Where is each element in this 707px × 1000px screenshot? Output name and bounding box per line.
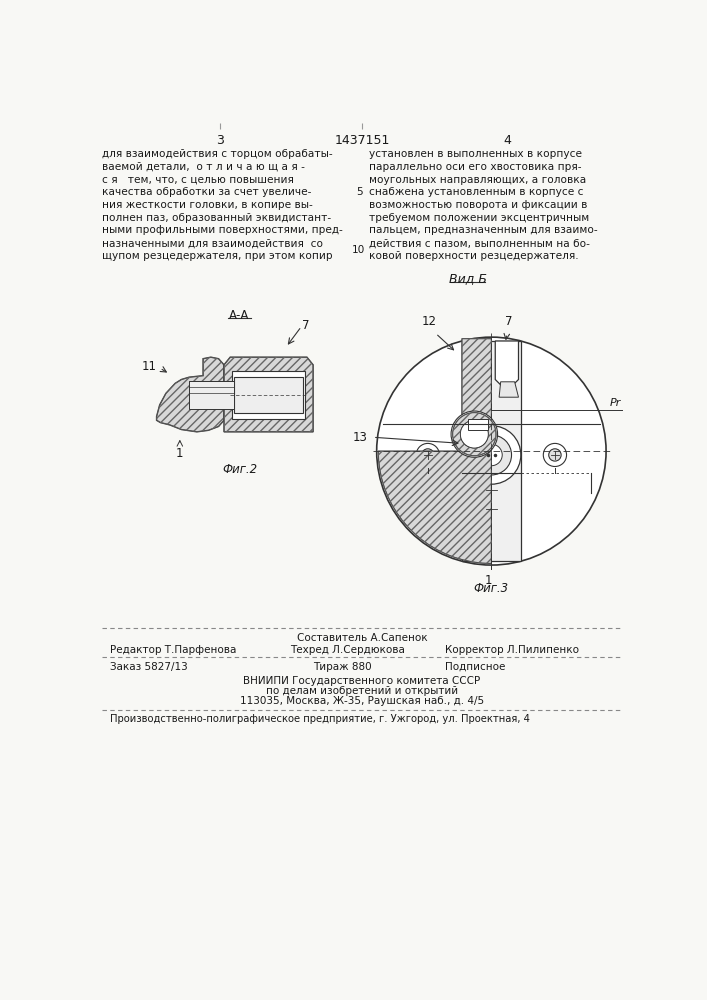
Polygon shape [156,357,224,432]
Text: назначенными для взаимодействия  со: назначенными для взаимодействия со [103,238,323,248]
Circle shape [460,420,489,448]
Text: ными профильными поверхностями, пред-: ными профильными поверхностями, пред- [103,225,343,235]
Circle shape [452,413,496,456]
Bar [462,341,521,561]
Text: снабжена установленным в корпусе с: снабжена установленным в корпусе с [369,187,583,197]
Text: Корректор Л.Пилипенко: Корректор Л.Пилипенко [445,645,579,655]
Text: А-А: А-А [229,309,250,322]
Circle shape [481,444,502,466]
Text: моугольных направляющих, а головка: моугольных направляющих, а головка [369,175,586,185]
Text: ВНИИПИ Государственного комитета СССР: ВНИИПИ Государственного комитета СССР [243,676,481,686]
Circle shape [462,426,521,484]
Text: 1437151: 1437151 [334,134,390,147]
Polygon shape [224,357,313,432]
Text: 7: 7 [302,319,309,332]
Text: 1: 1 [176,447,184,460]
Text: качества обработки за счет увеличе-: качества обработки за счет увеличе- [103,187,312,197]
Text: по делам изобретений и открытий: по делам изобретений и открытий [266,686,458,696]
Text: Фиг.3: Фиг.3 [474,582,509,595]
Text: 13: 13 [353,431,368,444]
Text: параллельно оси его хвостовика пря-: параллельно оси его хвостовика пря- [369,162,581,172]
Text: Производственно-полиграфическое предприятие, г. Ужгород, ул. Проектная, 4: Производственно-полиграфическое предприя… [110,714,530,724]
Text: полнен паз, образованный эквидистант-: полнен паз, образованный эквидистант- [103,213,332,223]
Text: 3: 3 [216,134,224,147]
Text: ния жесткости головки, в копире вы-: ния жесткости головки, в копире вы- [103,200,313,210]
Text: Техред Л.Сердюкова: Техред Л.Сердюкова [290,645,404,655]
Polygon shape [499,382,518,397]
Bar [234,377,303,413]
Circle shape [421,449,434,461]
Bar [468,419,488,430]
Circle shape [549,449,561,461]
Polygon shape [495,341,518,391]
Text: 7: 7 [505,315,512,328]
Text: Подписное: Подписное [445,662,506,672]
Text: с я   тем, что, с целью повышения: с я тем, что, с целью повышения [103,175,294,185]
Polygon shape [378,339,491,564]
Circle shape [460,420,489,448]
Text: Составитель А.Сапенок: Составитель А.Сапенок [297,633,427,643]
Circle shape [543,443,566,466]
Text: 4: 4 [503,134,511,147]
Text: действия с пазом, выполненным на бо-: действия с пазом, выполненным на бо- [369,238,590,248]
Text: ковой поверхности резцедержателя.: ковой поверхности резцедержателя. [369,251,578,261]
Text: Рr: Рr [610,398,621,408]
Text: 113035, Москва, Ж-35, Раушская наб., д. 4/5: 113035, Москва, Ж-35, Раушская наб., д. … [240,696,484,706]
Text: возможностью поворота и фиксации в: возможностью поворота и фиксации в [369,200,588,210]
Text: 5: 5 [356,187,363,197]
Bar [232,371,305,419]
Text: щупом резцедержателя, при этом копир: щупом резцедержателя, при этом копир [103,251,333,261]
Text: пальцем, предназначенным для взаимо-: пальцем, предназначенным для взаимо- [369,225,597,235]
Text: Тираж 880: Тираж 880 [313,662,372,672]
Circle shape [416,443,440,466]
Text: ваемой детали,  о т л и ч а ю щ а я -: ваемой детали, о т л и ч а ю щ а я - [103,162,305,172]
Text: Заказ 5827/13: Заказ 5827/13 [110,662,188,672]
Text: 11: 11 [141,360,156,373]
Text: 10: 10 [351,245,365,255]
Text: Редактор Т.Парфенова: Редактор Т.Парфенова [110,645,236,655]
Circle shape [377,337,606,565]
Text: требуемом положении эксцентричным: требуемом положении эксцентричным [369,213,589,223]
Text: установлен в выполненных в корпусе: установлен в выполненных в корпусе [369,149,582,159]
Text: 1: 1 [484,574,492,587]
Circle shape [451,411,498,457]
Text: 12: 12 [422,315,437,328]
Circle shape [472,435,512,475]
Bar [189,381,234,409]
Text: Фиг.2: Фиг.2 [222,463,257,476]
Text: для взаимодействия с торцом обрабаты-: для взаимодействия с торцом обрабаты- [103,149,333,159]
Text: Вид Б: Вид Б [449,272,487,285]
